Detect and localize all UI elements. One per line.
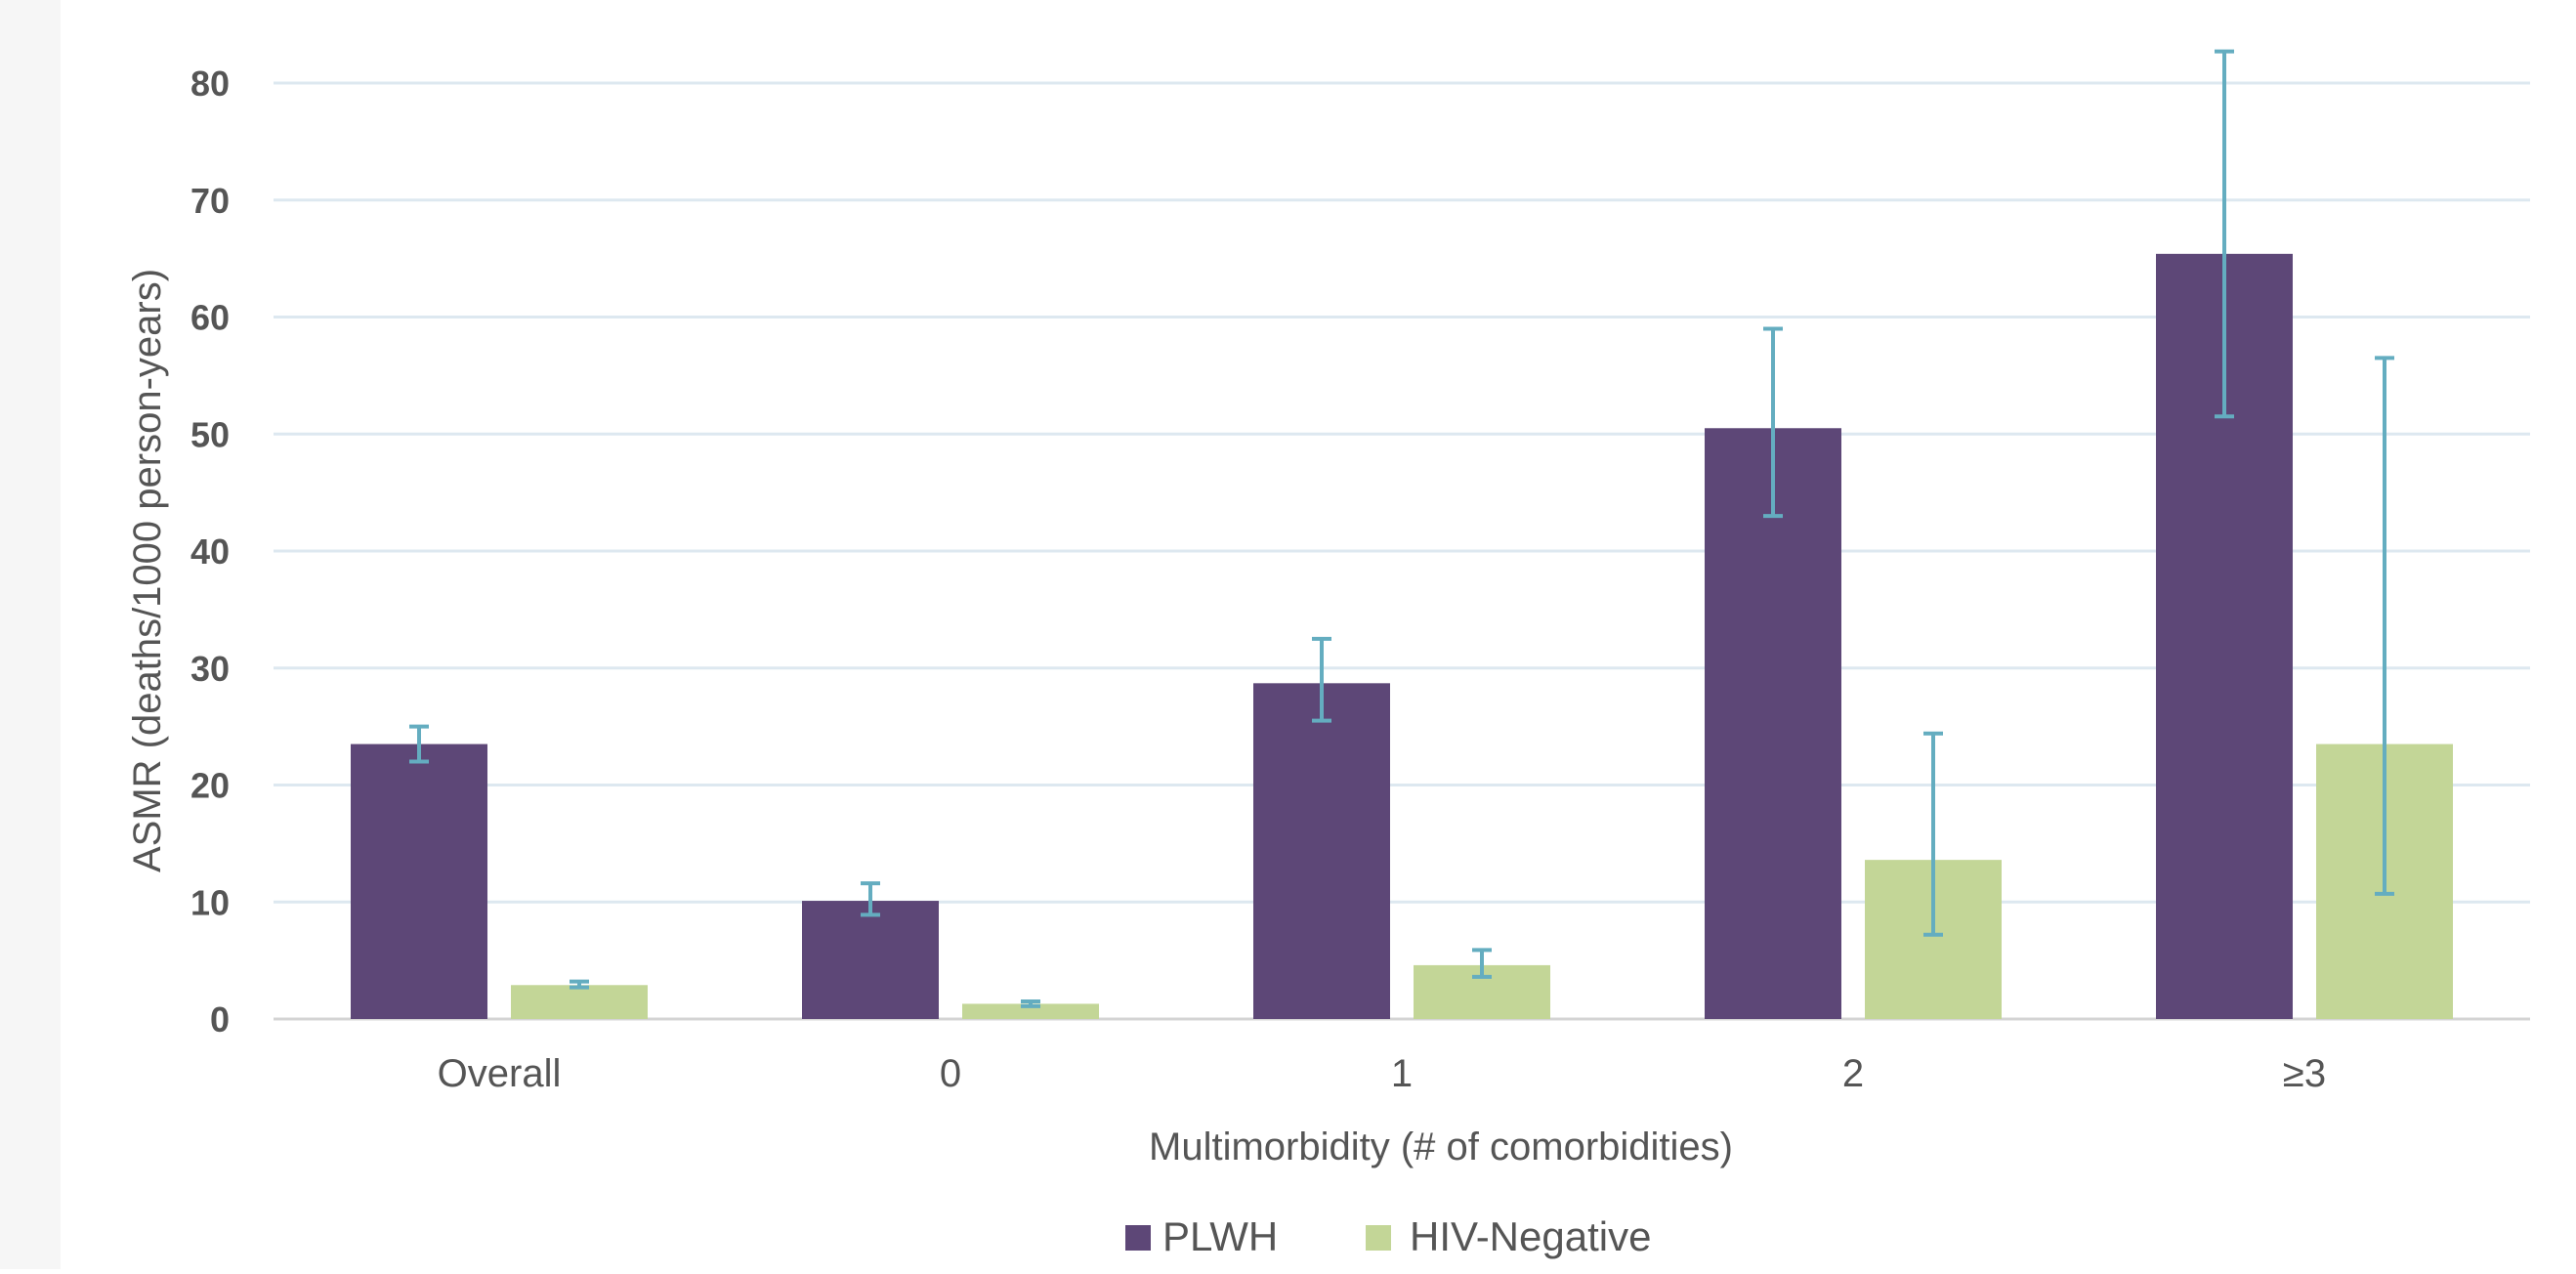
bar-plwh xyxy=(802,901,939,1019)
legend-swatch xyxy=(1125,1225,1151,1251)
x-axis-title: Multimorbidity (# of comorbidities) xyxy=(1149,1125,1733,1168)
gridlines xyxy=(274,81,2530,1021)
x-category-label: ≥3 xyxy=(2283,1052,2326,1095)
legend: PLWH HIV-Negative xyxy=(1125,1213,1651,1259)
y-tick-label: 20 xyxy=(190,766,230,806)
y-tick-label: 0 xyxy=(210,999,230,1040)
y-tick-label: 60 xyxy=(190,298,230,338)
y-axis-title: ASMR (deaths/1000 person-years) xyxy=(126,269,169,872)
x-axis-categories: Overall 0 1 2 ≥3 xyxy=(438,1052,2326,1095)
y-tick-label: 70 xyxy=(190,181,230,221)
y-axis-ticks: 0 10 20 30 40 50 60 70 80 xyxy=(190,64,230,1040)
y-tick-label: 40 xyxy=(190,531,230,572)
x-category-label: Overall xyxy=(438,1052,562,1095)
y-tick-label: 30 xyxy=(190,649,230,689)
legend-label: HIV-Negative xyxy=(1410,1213,1651,1259)
bar-plwh xyxy=(1705,428,1841,1019)
y-tick-label: 50 xyxy=(190,414,230,454)
x-category-label: 1 xyxy=(1391,1052,1413,1095)
x-category-label: 2 xyxy=(1842,1052,1864,1095)
bar-plwh xyxy=(351,743,487,1019)
left-margin-strip xyxy=(0,0,61,1269)
x-category-label: 0 xyxy=(940,1052,961,1095)
bar-hiv-negative xyxy=(511,985,648,1019)
error-bars xyxy=(409,49,2394,1008)
y-tick-label: 80 xyxy=(190,64,230,104)
y-tick-label: 10 xyxy=(190,882,230,922)
legend-label: PLWH xyxy=(1162,1213,1278,1259)
bar-hiv-negative xyxy=(962,1003,1099,1019)
bars xyxy=(351,253,2453,1020)
bar-plwh xyxy=(1253,683,1390,1019)
legend-swatch xyxy=(1366,1225,1391,1251)
